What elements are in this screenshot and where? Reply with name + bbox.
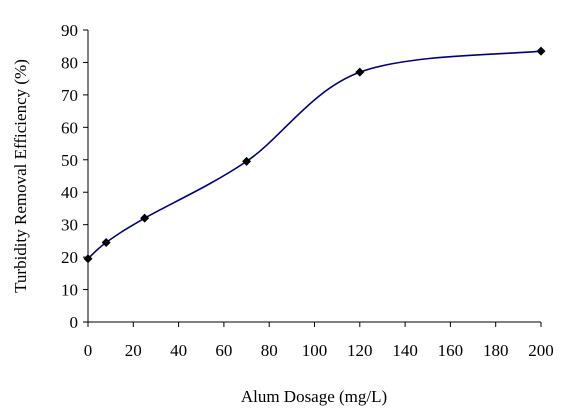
x-axis-title: Alum Dosage (mg/L): [241, 387, 387, 406]
x-tick-label: 200: [528, 341, 554, 360]
y-tick-label: 0: [70, 313, 79, 332]
y-tick-label: 40: [61, 183, 78, 202]
y-tick-label: 90: [61, 21, 78, 40]
y-tick-label: 10: [61, 281, 78, 300]
data-point-marker: [83, 254, 93, 264]
series-group: [83, 46, 546, 264]
series-line: [87, 50, 542, 260]
x-tick-label: 60: [215, 341, 232, 360]
data-point-marker: [536, 46, 546, 56]
x-tick-label: 20: [125, 341, 142, 360]
y-ticks: 0 10 20 30 40 50 60 70 80 90: [61, 21, 88, 332]
y-tick-label: 80: [61, 53, 78, 72]
data-point-marker: [242, 156, 252, 166]
x-tick-label: 120: [347, 341, 373, 360]
y-axis-title: Turbidity Removal Efficiency (%): [11, 59, 30, 293]
axes: [87, 30, 541, 323]
x-tick-label: 40: [170, 341, 187, 360]
y-tick-label: 50: [61, 151, 78, 170]
data-point-marker: [355, 67, 365, 77]
x-tick-label: 0: [84, 341, 93, 360]
y-tick-label: 30: [61, 216, 78, 235]
y-tick-label: 60: [61, 118, 78, 137]
data-point-marker: [101, 238, 111, 248]
data-point-marker: [140, 213, 150, 223]
x-tick-label: 140: [392, 341, 418, 360]
x-tick-label: 100: [302, 341, 328, 360]
x-tick-label: 180: [483, 341, 509, 360]
x-ticks: 0 20 40 60 80 100 120 140 160 180 200: [84, 322, 554, 360]
y-tick-label: 70: [61, 86, 78, 105]
y-tick-label: 20: [61, 248, 78, 267]
x-tick-label: 80: [261, 341, 278, 360]
x-tick-label: 160: [438, 341, 464, 360]
